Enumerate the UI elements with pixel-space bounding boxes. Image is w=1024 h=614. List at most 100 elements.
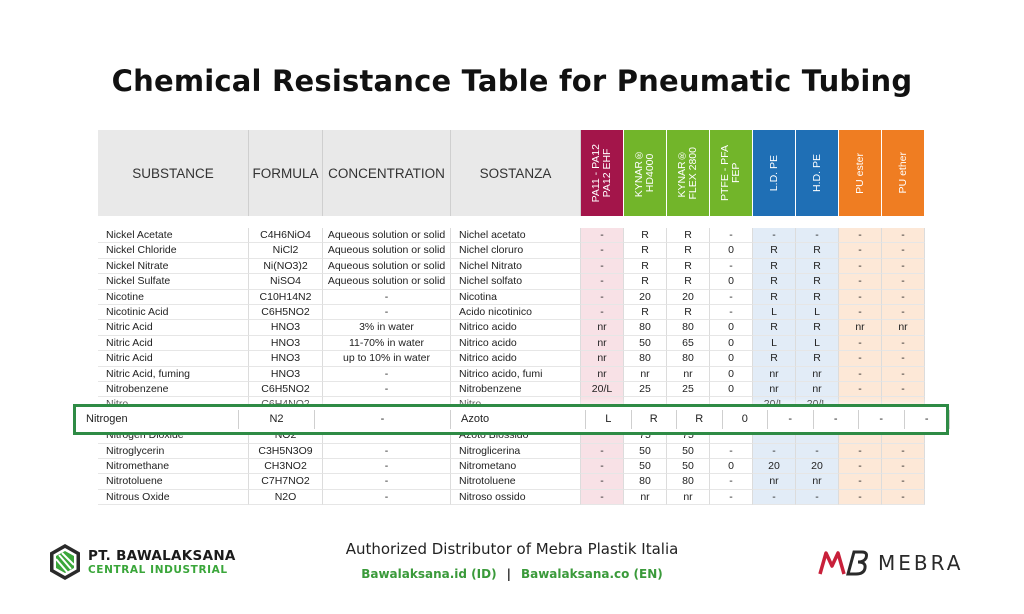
cell-concentration: 3% in water — [323, 320, 451, 336]
cell-substance: Nitromethane — [98, 459, 249, 475]
highlight-resistance: R — [632, 410, 677, 429]
table-row: Nicotinic Acid C6H5NO2- Acido nicotinico - R… — [98, 305, 927, 321]
cell-resistance: nr — [581, 351, 624, 367]
cell-sostanza: Nichel acetato — [451, 228, 581, 244]
company-name: PT. BAWALAKSANA — [88, 548, 236, 564]
cell-sostanza: Nichel solfato — [451, 274, 581, 290]
cell-concentration: - — [323, 289, 451, 305]
cell-resistance: - — [581, 289, 624, 305]
cell-sostanza: Nitrometano — [451, 459, 581, 475]
cell-formula: HNO3 — [249, 366, 323, 382]
cell-resistance: R — [753, 243, 796, 259]
table-row: Nickel Acetate C4H6NiO4 Aqueous solution o… — [98, 228, 927, 244]
cell-resistance: R — [624, 228, 667, 244]
cell-resistance: 20 — [624, 289, 667, 305]
cell-resistance: 50 — [624, 459, 667, 475]
cell-resistance: 50 — [624, 335, 667, 352]
cell-resistance: - — [796, 443, 839, 459]
cell-resistance: - — [581, 459, 624, 475]
cell-resistance: nr — [753, 474, 796, 490]
header-material-label: PU ether — [896, 152, 909, 194]
cell-formula: Ni(NO3)2 — [249, 258, 323, 275]
link-separator: | — [506, 567, 511, 581]
cell-resistance: - — [882, 459, 925, 475]
highlight-formula: N2 — [239, 410, 315, 429]
cell-concentration: - — [323, 305, 451, 321]
cell-resistance: R — [753, 351, 796, 367]
cell-resistance: - — [882, 443, 925, 459]
highlighted-row-nitrogen: Nitrogen N2- Azoto L R R 0- - - - — [73, 404, 950, 435]
cell-resistance: 20 — [796, 459, 839, 475]
cell-sostanza: Nicotina — [451, 289, 581, 305]
cell-resistance: - — [710, 489, 753, 506]
cell-formula: HNO3 — [249, 335, 323, 352]
cell-resistance: R — [624, 258, 667, 275]
cell-resistance: nr — [667, 366, 710, 382]
cell-resistance: R — [753, 258, 796, 275]
cell-resistance: nr — [624, 366, 667, 382]
cell-concentration: up to 10% in water — [323, 351, 451, 367]
cell-resistance: 0 — [710, 243, 753, 259]
cell-sostanza: Nitroso ossido — [451, 489, 581, 506]
cell-resistance: L — [753, 335, 796, 352]
mebra-logo: MEBRA — [818, 546, 963, 580]
link-en[interactable]: Bawalaksana.co (EN) — [520, 567, 663, 581]
table-row: Nitroglycerin C3H5N3O9- Nitroglicerina -50 5… — [98, 443, 927, 459]
cell-substance: Nitroglycerin — [98, 443, 249, 459]
cell-resistance: - — [581, 274, 624, 290]
mebra-mb-icon — [818, 550, 868, 576]
cell-resistance: L — [796, 335, 839, 352]
cell-resistance: 65 — [667, 335, 710, 352]
link-id[interactable]: Bawalaksana.id (ID) — [361, 567, 497, 581]
cell-resistance: - — [882, 243, 925, 259]
cell-resistance: - — [839, 335, 882, 352]
cell-concentration: - — [323, 366, 451, 382]
header-material-6: PU ester — [839, 130, 882, 216]
cell-resistance: - — [753, 489, 796, 506]
table-row: Nitromethane CH3NO2- Nitrometano -50 50 0 20 20… — [98, 459, 927, 475]
cell-resistance: - — [710, 474, 753, 490]
cell-concentration: - — [323, 459, 451, 475]
cell-resistance: - — [581, 243, 624, 259]
cell-substance: Nitrobenzene — [98, 382, 249, 398]
cell-concentration: 11-70% in water — [323, 335, 451, 352]
cell-substance: Nickel Chloride — [98, 243, 249, 259]
cell-resistance: 0 — [710, 382, 753, 398]
highlight-sostanza: Azoto — [451, 410, 586, 429]
cell-concentration: Aqueous solution or solid — [323, 274, 451, 290]
mebra-brand-text: MEBRA — [878, 551, 964, 575]
header-formula: FORMULA — [249, 130, 323, 216]
cell-formula: HNO3 — [249, 320, 323, 336]
cell-resistance: 50 — [667, 459, 710, 475]
table-row: Nitric Acid HNO3 11-70% in water Nitrico ac… — [98, 335, 927, 352]
cell-resistance: nr — [581, 335, 624, 352]
highlight-resistance: - — [859, 410, 905, 429]
cell-formula: NiSO4 — [249, 274, 323, 290]
table-row: Nitrobenzene C6H5NO2- Nitrobenzene 20/L 25 25… — [98, 382, 927, 398]
cell-resistance: R — [753, 320, 796, 336]
cell-formula: C4H6NiO4 — [249, 228, 323, 244]
cell-sostanza: Nitrico acido — [451, 320, 581, 336]
table-row: Nicotine C10H14N2- Nicotina -20 20- R R - - — [98, 289, 927, 305]
cell-resistance: - — [882, 351, 925, 367]
cell-resistance: - — [882, 289, 925, 305]
cell-resistance: nr — [753, 382, 796, 398]
cell-resistance: R — [796, 274, 839, 290]
cell-resistance: 50 — [624, 443, 667, 459]
cell-formula: C3H5N3O9 — [249, 443, 323, 459]
cell-resistance: 25 — [667, 382, 710, 398]
cell-resistance: 20 — [667, 289, 710, 305]
cell-substance: Nitric Acid — [98, 320, 249, 336]
header-material-label: L.D. PE — [767, 154, 780, 192]
cell-resistance: 0 — [710, 274, 753, 290]
cell-formula: C10H14N2 — [249, 289, 323, 305]
table-row: Nitric Acid HNO3 3% in water Nitrico acido n… — [98, 320, 927, 336]
highlight-resistance: L — [586, 410, 632, 429]
cell-resistance: R — [667, 243, 710, 259]
header-substance: SUBSTANCE — [98, 130, 249, 216]
header-material-0: PA11 - PA12 PA12 EHF — [581, 130, 624, 216]
cell-resistance: L — [796, 305, 839, 321]
header-material-label: H.D. PE — [810, 154, 823, 192]
header-material-label: PA11 - PA12 PA12 EHF — [590, 143, 613, 203]
cell-sostanza: Nitrobenzene — [451, 382, 581, 398]
